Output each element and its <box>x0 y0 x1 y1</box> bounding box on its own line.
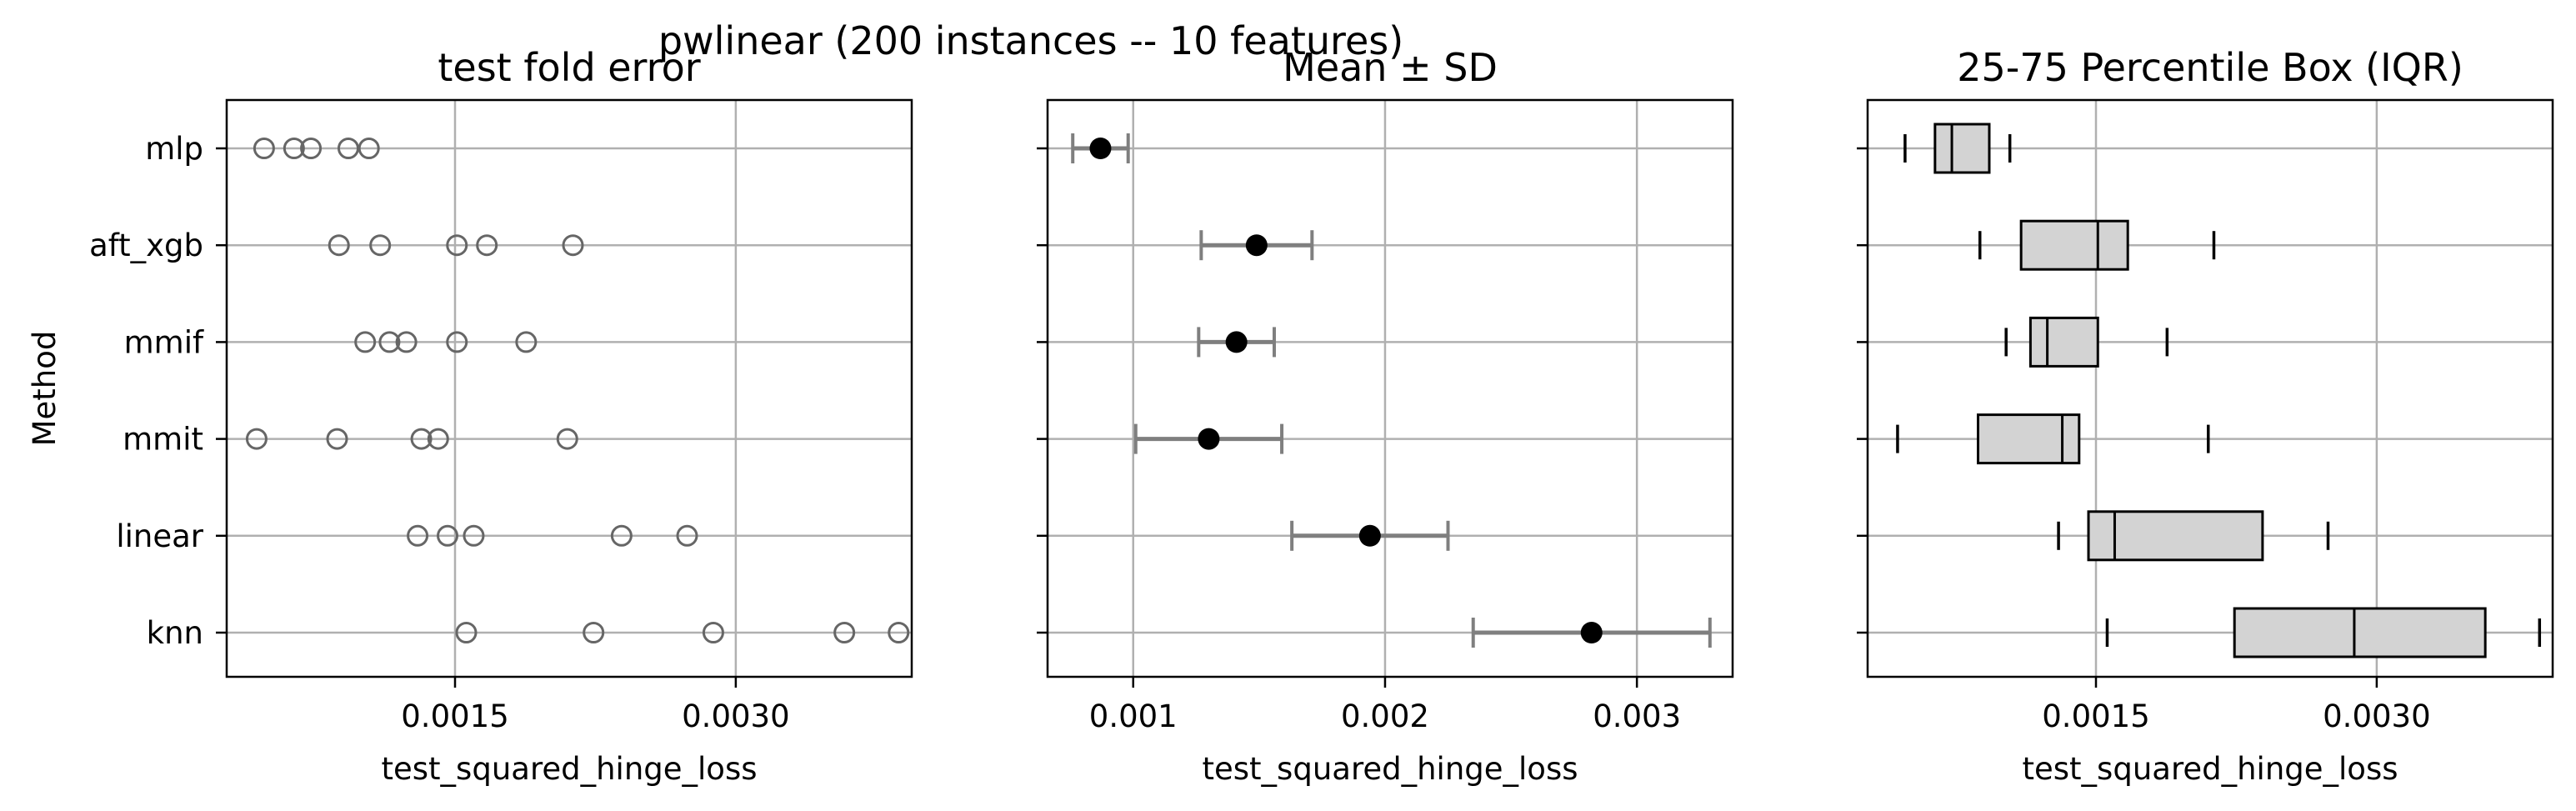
x-axis-label: test_squared_hinge_loss <box>1203 751 1578 787</box>
scatter-point <box>476 234 498 257</box>
scatter-point <box>407 524 429 547</box>
axes-frame <box>1866 98 2554 678</box>
panel-title: 25-75 Percentile Box (IQR) <box>1957 45 2463 90</box>
scatter-point <box>437 524 459 547</box>
scatter-point <box>583 622 605 643</box>
scatter-point <box>427 428 449 450</box>
scatter-point <box>702 622 724 643</box>
axes-frame <box>225 98 913 678</box>
scatter-point <box>337 138 359 159</box>
mean-point <box>1089 138 1112 159</box>
mean-point <box>1198 428 1220 450</box>
scatter-point <box>446 234 468 257</box>
scatter-point <box>446 331 468 353</box>
mean-point <box>1245 234 1268 257</box>
y-tick-label: linear <box>116 518 203 554</box>
panel-title: Mean ± SD <box>1283 45 1498 90</box>
scatter-point <box>410 428 433 450</box>
y-tick-label: mmit <box>123 422 203 458</box>
iqr-box <box>1977 413 2081 465</box>
panel-2: 0.001 0.002 0.003 test_squared_hinge_loss Me… <box>1037 45 1734 787</box>
y-axis-label: Method <box>27 331 63 447</box>
axes-frame <box>1046 98 1734 678</box>
mean-point <box>1225 331 1248 353</box>
scatter-point <box>562 234 584 257</box>
x-axis-label: test_squared_hinge_loss <box>2023 751 2398 787</box>
scatter-point <box>354 331 377 353</box>
panel-title: test fold error <box>438 45 700 90</box>
scatter-point <box>245 428 268 450</box>
scatter-point <box>328 234 350 257</box>
mean-point <box>1358 524 1381 547</box>
scatter-point <box>358 138 380 159</box>
iqr-box <box>2028 316 2099 368</box>
scatter-point <box>888 622 910 643</box>
scatter-point <box>610 524 633 547</box>
scatter-point <box>833 622 856 643</box>
scatter-point <box>369 234 392 257</box>
scatter-point <box>455 622 478 643</box>
y-tick-label: mmif <box>124 324 204 360</box>
x-tick-label: 0.0030 <box>2323 698 2430 734</box>
x-tick-label: 0.001 <box>1089 698 1178 734</box>
scatter-point <box>378 331 401 353</box>
scatter-point <box>463 524 485 547</box>
y-tick-label: knn <box>147 615 203 651</box>
x-tick-label: 0.0030 <box>682 698 789 734</box>
x-tick-label: 0.0015 <box>2042 698 2149 734</box>
scatter-point <box>326 428 348 450</box>
scatter-point <box>556 428 578 450</box>
scatter-point <box>676 524 698 547</box>
iqr-box <box>1933 123 1991 174</box>
scatter-point <box>300 138 323 159</box>
panel-3: 0.0015 0.0030 test_squared_hinge_loss 25-75… <box>1857 45 2554 787</box>
x-tick-label: 0.002 <box>1341 698 1429 734</box>
x-tick-label: 0.0015 <box>401 698 508 734</box>
scatter-point <box>283 138 305 159</box>
y-tick-label: aft_xgb <box>89 228 203 263</box>
x-tick-label: 0.003 <box>1593 698 1681 734</box>
scatter-point <box>395 331 418 353</box>
figure-suptitle: pwlinear (200 instances -- 10 features) <box>658 18 1403 63</box>
x-axis-label: test_squared_hinge_loss <box>382 751 758 787</box>
scatter-point <box>515 331 538 353</box>
iqr-box <box>2233 607 2487 658</box>
scatter-point <box>253 138 275 159</box>
y-tick-label: mlp <box>145 131 203 167</box>
iqr-box <box>2087 510 2264 562</box>
iqr-box <box>2019 219 2129 271</box>
mean-point <box>1580 622 1603 643</box>
